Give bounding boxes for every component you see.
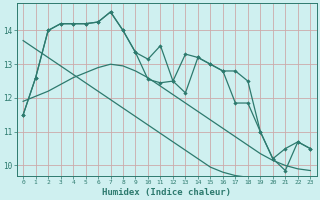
X-axis label: Humidex (Indice chaleur): Humidex (Indice chaleur) — [102, 188, 231, 197]
